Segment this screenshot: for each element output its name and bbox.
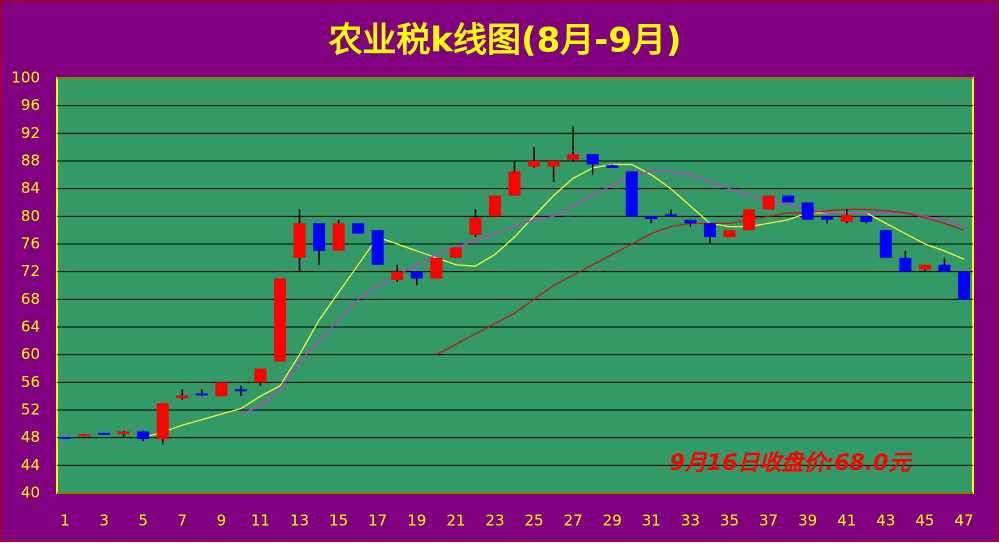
candle-body	[547, 161, 560, 167]
chart-title: 农业税k线图(8月-9月)	[328, 21, 681, 61]
y-tick-label: 76	[21, 235, 40, 253]
candle-body	[78, 434, 91, 437]
plot-area	[56, 77, 974, 494]
candle-body	[273, 278, 286, 362]
candle-body	[703, 223, 716, 238]
candle-body	[684, 219, 697, 224]
y-tick-label: 68	[21, 290, 40, 308]
x-tick-label: 19	[407, 512, 426, 530]
candle-body	[410, 271, 423, 279]
x-tick-label: 25	[524, 512, 543, 530]
candle-body	[371, 230, 384, 265]
x-tick-label: 33	[681, 512, 700, 530]
candle-body	[508, 171, 521, 196]
y-tick-label: 56	[21, 373, 40, 391]
candle-body	[567, 154, 580, 160]
x-tick-label: 17	[368, 512, 387, 530]
y-tick-label: 80	[21, 207, 40, 225]
candle-body	[840, 214, 853, 222]
candle-body	[391, 271, 404, 280]
candle-body	[195, 393, 208, 396]
candle-body	[156, 403, 169, 440]
annotation: 9月16日收盘价:68.0元	[669, 450, 912, 476]
y-tick-label: 84	[21, 179, 40, 197]
y-tick-label: 72	[21, 262, 40, 280]
candle-body	[488, 195, 501, 217]
candle-body	[293, 223, 306, 258]
candle-body	[625, 171, 638, 217]
y-tick-label: 48	[21, 428, 40, 446]
x-tick-label: 27	[564, 512, 583, 530]
candle-body	[723, 230, 736, 238]
y-tick-label: 100	[11, 69, 40, 87]
candle-body	[469, 217, 482, 236]
candle-body	[215, 382, 228, 397]
candle-body	[782, 195, 795, 203]
candle-body	[879, 230, 892, 258]
y-tick-label: 52	[21, 401, 40, 419]
candle-body	[176, 395, 189, 399]
candle-body	[762, 195, 775, 210]
candle-body	[352, 223, 365, 234]
y-tick-label: 92	[21, 124, 40, 142]
y-tick-label: 96	[21, 96, 40, 114]
x-tick-label: 1	[60, 512, 70, 530]
x-tick-label: 5	[138, 512, 148, 530]
ma-line	[240, 170, 965, 415]
y-tick-label: 60	[21, 345, 40, 363]
y-tick-label: 88	[21, 152, 40, 170]
candle-body	[117, 431, 130, 435]
x-tick-label: 45	[915, 512, 934, 530]
candle-body	[98, 432, 111, 435]
x-tick-label: 3	[99, 512, 109, 530]
candle-body	[234, 389, 247, 392]
x-tick-label: 11	[251, 512, 270, 530]
x-tick-label: 13	[290, 512, 309, 530]
candle-body	[899, 257, 912, 272]
x-tick-label: 47	[954, 512, 973, 530]
candle-body	[958, 271, 970, 300]
candle-body	[664, 214, 677, 217]
candle-body	[59, 436, 71, 439]
y-tick-label: 64	[21, 318, 40, 336]
candle-body	[528, 161, 541, 167]
candle-body	[449, 247, 462, 258]
candle-body	[332, 223, 345, 251]
x-tick-label: 7	[177, 512, 187, 530]
candle-body	[430, 257, 443, 279]
x-tick-label: 29	[603, 512, 622, 530]
x-tick-label: 39	[798, 512, 817, 530]
y-tick-label: 44	[21, 456, 40, 474]
candle-body	[801, 202, 814, 220]
ma-line	[436, 208, 965, 356]
x-tick-label: 9	[217, 512, 227, 530]
x-tick-label: 15	[329, 512, 348, 530]
x-tick-label: 37	[759, 512, 778, 530]
x-tick-label: 31	[642, 512, 661, 530]
x-tick-label: 41	[837, 512, 856, 530]
candle-body	[254, 368, 267, 383]
candle-body	[313, 223, 326, 251]
x-tick-label: 43	[876, 512, 895, 530]
x-tick-label: 35	[720, 512, 739, 530]
candle-body	[918, 264, 931, 270]
candle-body	[645, 216, 658, 220]
x-tick-label: 23	[485, 512, 504, 530]
candle-body	[821, 216, 834, 220]
x-tick-label: 21	[446, 512, 465, 530]
candle-body	[606, 165, 619, 168]
candle-body	[743, 209, 756, 231]
candle-body	[860, 216, 873, 222]
candle-body	[137, 431, 150, 440]
candle-body	[586, 154, 599, 165]
candle-body	[938, 264, 951, 272]
y-tick-label: 40	[21, 484, 40, 502]
